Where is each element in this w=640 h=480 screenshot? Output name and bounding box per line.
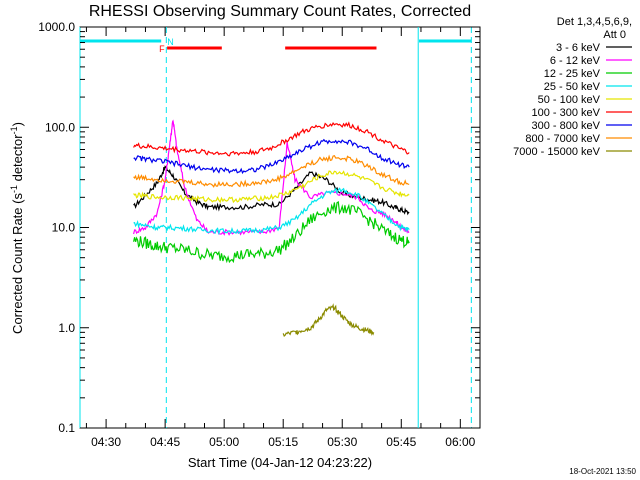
- legend-label-1: 6 - 12 keV: [550, 55, 601, 67]
- legend-label-4: 50 - 100 keV: [538, 94, 601, 106]
- series-line-8: [282, 303, 375, 338]
- series-line-3: [133, 187, 410, 236]
- series-line-7: [133, 154, 410, 188]
- y-tick-label-3: 100.0: [45, 120, 75, 134]
- timestamp: 18-Oct-2021 13:50: [569, 467, 636, 476]
- legend-label-7: 800 - 7000 keV: [525, 133, 600, 145]
- series-line-2: [133, 201, 410, 264]
- series-line-4: [133, 170, 410, 204]
- y-tick-label-2: 10.0: [52, 221, 76, 235]
- flag-label-F: F: [159, 44, 165, 54]
- y-tick-label-4: 1000.0: [38, 20, 75, 34]
- series-line-0: [133, 164, 410, 216]
- series-line-1: [133, 119, 410, 236]
- axis-ticks: 0.1 1.0 10.0 100.0 1000.0 04:30 04:45 05:00 05:1…: [38, 20, 481, 449]
- y-axis-label-end: ): [10, 122, 25, 126]
- legend-label-8: 7000 - 15000 keV: [513, 146, 601, 158]
- flag-label-N: N: [167, 37, 174, 47]
- y-axis-label-sup2: -1: [9, 126, 19, 134]
- y-axis-label-main: Corrected Count Rate (s: [10, 193, 25, 334]
- legend-header-2: Att 0: [603, 29, 626, 41]
- x-tick-label-1: 04:45: [150, 435, 180, 449]
- legend-label-3: 25 - 50 keV: [544, 81, 601, 93]
- legend-label-2: 12 - 25 keV: [544, 68, 601, 80]
- legend-label-6: 300 - 800 keV: [532, 120, 601, 132]
- x-axis-label: Start Time (04-Jan-12 04:23:22): [188, 455, 372, 470]
- x-tick-label-5: 05:45: [386, 435, 416, 449]
- y-axis-label-sup1: -1: [9, 185, 19, 193]
- x-tick-label-0: 04:30: [91, 435, 121, 449]
- y-tick-label-1: 1.0: [58, 321, 75, 335]
- x-tick-label-4: 05:30: [327, 435, 357, 449]
- y-tick-label-0: 0.1: [58, 421, 75, 435]
- series-line-5: [133, 121, 410, 157]
- x-tick-label-2: 05:00: [209, 435, 239, 449]
- series-line-6: [133, 138, 410, 175]
- x-tick-label-3: 05:15: [268, 435, 298, 449]
- chart-title: RHESSI Observing Summary Count Rates, Co…: [89, 3, 471, 20]
- legend-header-1: Det 1,3,4,5,6,9,: [557, 16, 632, 28]
- attenuator-flags: NF: [80, 37, 472, 54]
- legend-label-5: 100 - 300 keV: [532, 107, 601, 119]
- legend-label-0: 3 - 6 keV: [556, 42, 601, 54]
- x-tick-label-6: 06:00: [445, 435, 475, 449]
- y-axis-label: Corrected Count Rate (s-1 detector-1): [9, 122, 25, 334]
- series-lines: [133, 119, 410, 338]
- y-axis-label-mid: detector: [10, 134, 25, 185]
